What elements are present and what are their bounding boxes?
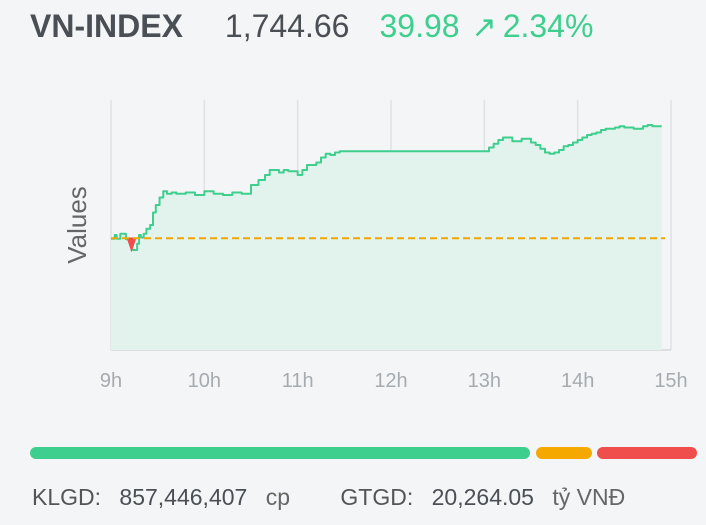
arrow-up-right-icon: ↗ [471,11,497,44]
volume-value: 857,446,407 [119,484,248,510]
trading-value: 20,264.05 [431,484,534,510]
breadth-bar-up [30,447,530,459]
x-tick-label: 15h [654,370,687,392]
intraday-chart: 9h 10h 11h 12h 13h 14h 15h Values [62,100,688,392]
x-tick-label: 9h [100,370,122,392]
below-reference-dip [126,237,137,253]
x-tick-label: 12h [374,370,407,392]
index-name: VN-INDEX [30,8,183,44]
x-tick-label: 10h [188,370,221,392]
market-stats: KLGD: 857,446,407 cp GTGD: 20,264.05 tỷ … [32,484,625,511]
volume-unit: cp [265,484,291,510]
index-line [111,124,662,251]
x-tick-label: 14h [561,370,594,392]
breadth-bar-down [597,447,697,459]
index-header: VN-INDEX 1,744.66 39.98 ↗ 2.34% [30,8,593,56]
breadth-bar-unchanged [536,447,592,459]
x-tick-label: 11h [282,370,314,392]
volume-label: KLGD: [32,484,102,510]
index-change-percent: 2.34% [502,8,594,44]
y-axis-label: Values [62,186,92,264]
value-unit: tỷ VNĐ [552,484,626,510]
x-tick-label: 13h [468,370,501,392]
value-label: GTGD: [340,484,414,510]
index-value: 1,744.66 [224,8,350,44]
index-change: 39.98 [379,8,460,44]
